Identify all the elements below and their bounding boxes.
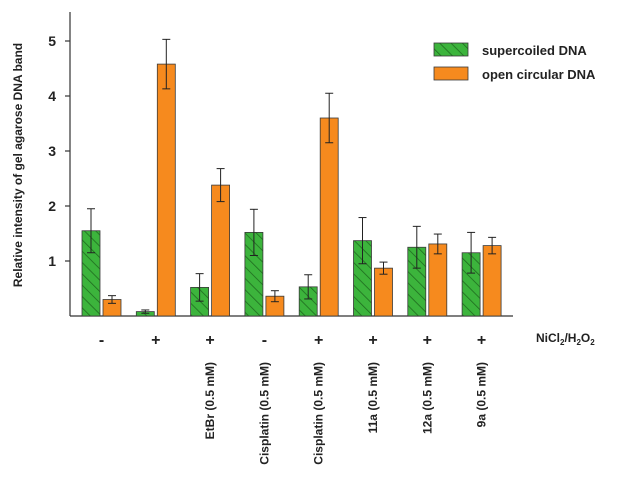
treatment-label: 11a (0.5 mM): [366, 362, 380, 433]
treatment-sign-label: +: [423, 332, 432, 349]
row-label-nicl2-h2o2: NiCl2/H2O2: [536, 331, 595, 347]
treatment-sign-label: +: [368, 332, 377, 349]
y-tick-label: 5: [48, 33, 56, 49]
treatment-label: 12a (0.5 mM): [420, 362, 434, 434]
treatment-sign-label: -: [99, 332, 104, 349]
treatment-sign-label: +: [477, 332, 486, 349]
y-tick-label: 4: [48, 88, 56, 104]
bar-open-circular-7: [428, 243, 448, 317]
bar-open-circular-5: [319, 117, 339, 317]
y-tick-label: 1: [48, 253, 56, 269]
bar-open-circular-3: [211, 184, 231, 317]
treatment-sign-label: -: [262, 332, 267, 349]
bars: [81, 38, 502, 317]
treatment-label: Cisplatin (0.5 mM): [257, 362, 271, 465]
legend-label: open circular DNA: [482, 67, 596, 82]
y-axis-label: Relative intensity of gel agarose DNA ba…: [11, 43, 25, 287]
bar-open-circular-8: [482, 245, 502, 317]
treatment-sign-label: +: [314, 332, 323, 349]
bar-open-circular-6: [374, 267, 393, 317]
y-tick-label: 3: [48, 143, 56, 159]
treatment-label: Cisplatin (0.5 mM): [312, 362, 326, 465]
treatment-sign-label: +: [205, 332, 214, 349]
treatment-sign-label: +: [151, 332, 160, 349]
bar-open-circular-2: [156, 63, 176, 317]
legend-swatch-supercoiled: [433, 42, 469, 57]
legend-swatch-open-circular: [433, 66, 469, 81]
legend-label: supercoiled DNA: [482, 43, 587, 58]
labels: Relative intensity of gel agarose DNA ba…: [11, 43, 595, 465]
treatment-label: 9a (0.5 mM): [475, 362, 489, 427]
treatment-label: EtBr (0.5 mM): [203, 362, 217, 439]
legend: supercoiled DNA open circular DNA: [433, 42, 596, 82]
y-tick-label: 2: [48, 198, 56, 214]
